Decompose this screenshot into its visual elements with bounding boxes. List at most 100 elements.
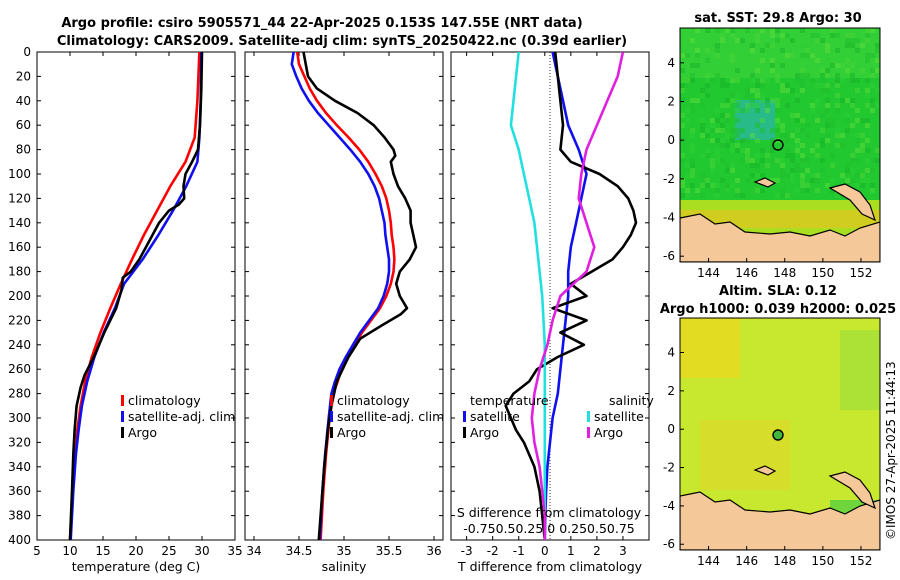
x-tick-label: -1 — [513, 544, 525, 558]
sst-pixel — [840, 53, 845, 58]
sla-land-new-guinea — [680, 491, 880, 550]
sst-pixel — [710, 128, 715, 133]
sst-pixel — [845, 33, 850, 38]
sst-pixel — [705, 178, 710, 183]
figure-title-line1: Argo profile: csiro 5905571_44 22-Apr-20… — [61, 16, 582, 31]
sst-pixel — [780, 83, 785, 88]
sst-pixel — [810, 53, 815, 58]
depth-tick-label: 140 — [8, 216, 31, 230]
sst-pixel — [695, 188, 700, 193]
sst-pixel — [850, 123, 855, 128]
sst-pixel — [725, 163, 730, 168]
sst-pixel — [855, 88, 860, 93]
sst-pixel — [785, 28, 790, 33]
sst-pixel — [865, 58, 870, 63]
depth-tick-label: 280 — [8, 387, 31, 401]
sst-pixel — [680, 88, 685, 93]
sst-pixel — [745, 148, 750, 153]
sst-pixel — [720, 103, 725, 108]
sst-pixel — [785, 53, 790, 58]
sst-pixel — [770, 28, 775, 33]
sst-pixel — [730, 183, 735, 188]
sst-pixel — [705, 93, 710, 98]
sst-pixel — [790, 168, 795, 173]
sst-pixel — [805, 73, 810, 78]
sst-pixel — [760, 148, 765, 153]
map-x-tick-label: 144 — [697, 554, 720, 568]
sst-pixel — [695, 53, 700, 58]
sst-pixel — [820, 128, 825, 133]
sst-pixel — [840, 98, 845, 103]
map-y-tick-label: 4 — [667, 56, 675, 70]
sst-pixel — [750, 88, 755, 93]
sst-pixel — [775, 178, 780, 183]
sst-pixel — [735, 108, 740, 113]
depth-tick-label: 340 — [8, 460, 31, 474]
sst-pixel — [870, 28, 875, 33]
sst-pixel — [755, 103, 760, 108]
sla-argo-marker — [772, 429, 784, 441]
sst-pixel — [705, 73, 710, 78]
sst-pixel — [710, 183, 715, 188]
depth-tick-label: 300 — [8, 411, 31, 425]
sst-pixel — [835, 63, 840, 68]
sst-pixel — [815, 173, 820, 178]
sst-pixel — [680, 153, 685, 158]
sst-pixel — [690, 63, 695, 68]
sst-pixel — [775, 158, 780, 163]
sst-pixel — [860, 68, 865, 73]
sst-pixel — [875, 158, 880, 163]
sst-pixel — [715, 188, 720, 193]
sst-pixel — [705, 83, 710, 88]
sst-pixel — [715, 153, 720, 158]
sst-pixel — [760, 93, 765, 98]
depth-tick-label: 160 — [8, 240, 31, 254]
sst-pixel — [820, 38, 825, 43]
sst-pixel — [780, 48, 785, 53]
sst-pixel — [690, 128, 695, 133]
sst-pixel — [800, 83, 805, 88]
x-tick-label: 35.5 — [376, 544, 403, 558]
sst-pixel — [865, 38, 870, 43]
sst-pixel — [790, 133, 795, 138]
sst-pixel — [790, 113, 795, 118]
sst-pixel — [830, 123, 835, 128]
sst-pixel — [815, 153, 820, 158]
sst-pixel — [865, 53, 870, 58]
sst-pixel — [780, 123, 785, 128]
sst-pixel — [825, 183, 830, 188]
sst-pixel — [830, 188, 835, 193]
sst-pixel — [815, 188, 820, 193]
sst-pixel — [680, 78, 685, 83]
sst-pixel — [790, 53, 795, 58]
sst-pixel — [705, 153, 710, 158]
sst-pixel — [770, 63, 775, 68]
sst-pixel — [735, 78, 740, 83]
sst-pixel — [860, 38, 865, 43]
sst-pixel — [825, 133, 830, 138]
sst-pixel — [825, 58, 830, 63]
sst-pixel — [780, 168, 785, 173]
sst-pixel — [755, 93, 760, 98]
sst-pixel — [820, 53, 825, 58]
sst-pixel — [725, 43, 730, 48]
sst-pixel — [775, 78, 780, 83]
sst-pixel — [755, 38, 760, 43]
sst-pixel — [755, 88, 760, 93]
sst-pixel — [725, 183, 730, 188]
sst-pixel — [700, 183, 705, 188]
x-tick-label: 1 — [567, 544, 575, 558]
sst-pixel — [685, 163, 690, 168]
sst-pixel — [785, 193, 790, 198]
sst-pixel — [795, 73, 800, 78]
sst-pixel — [830, 33, 835, 38]
sst-pixel — [870, 183, 875, 188]
sst-pixel — [720, 28, 725, 33]
sst-pixel — [690, 143, 695, 148]
sst-pixel — [825, 108, 830, 113]
sst-pixel — [835, 193, 840, 198]
map-x-tick-label: 152 — [849, 266, 872, 280]
sst-pixel — [700, 128, 705, 133]
legend-swatch-temp-argo — [463, 427, 466, 438]
sst-pixel — [870, 168, 875, 173]
